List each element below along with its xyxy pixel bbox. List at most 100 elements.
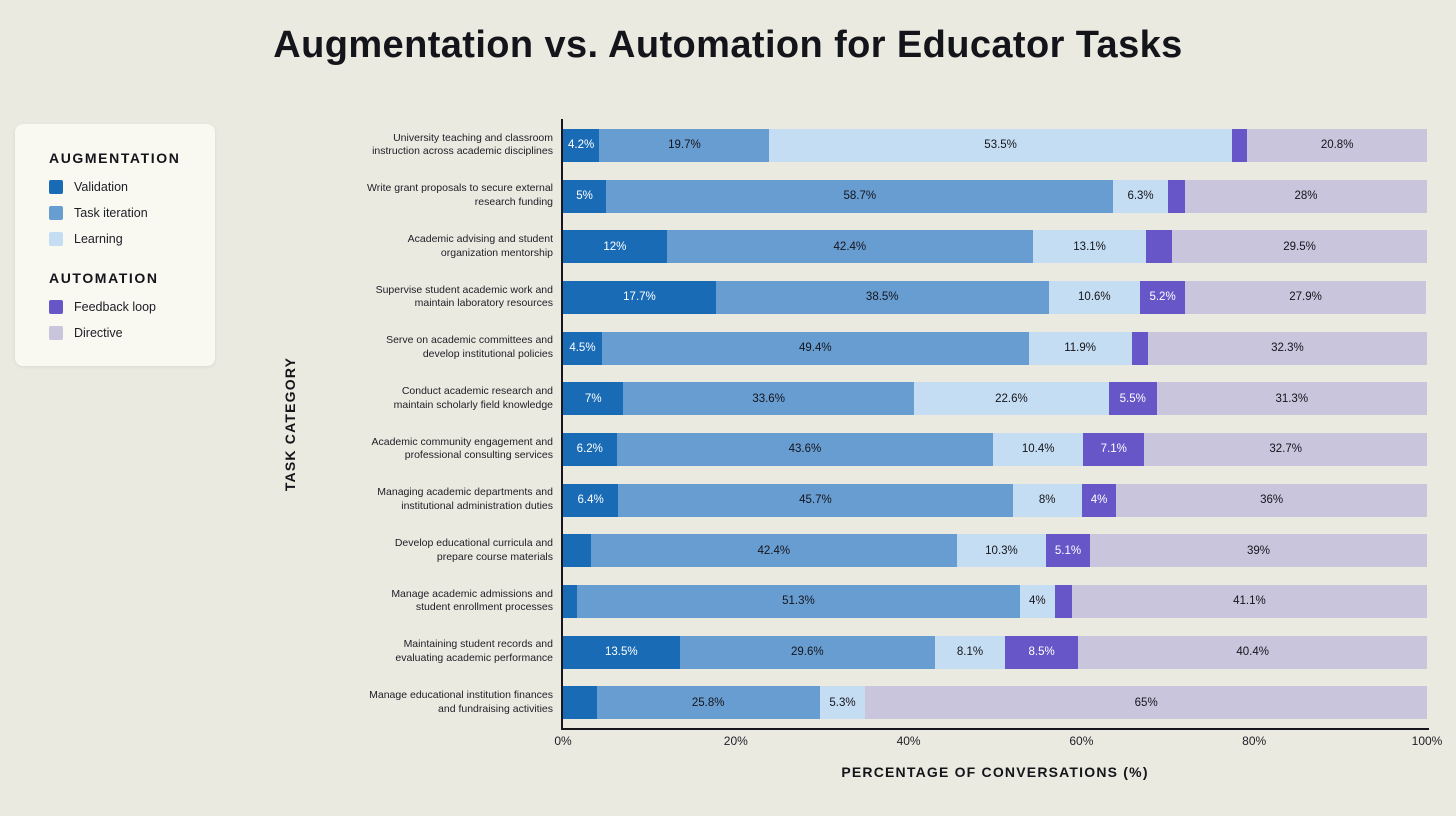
bar-segment-task-iteration: 29.6% [679, 635, 936, 669]
legend-item-feedback-loop: Feedback loop [49, 300, 201, 314]
legend-group-title-automation: AUTOMATION [49, 270, 159, 286]
bar-segment-task-iteration: 38.5% [715, 280, 1049, 314]
bar-segment-feedback-loop: 5.2% [1140, 280, 1186, 314]
bar-segment-directive: 36% [1116, 483, 1427, 517]
bar-segment-feedback-loop: 5.5% [1109, 382, 1157, 416]
bar-segment-learning: 6.3% [1113, 179, 1168, 213]
bar-segment-task-iteration: 49.4% [601, 331, 1029, 365]
category-label: Write grant proposals to secure external… [367, 182, 553, 208]
legend-swatch-directive [49, 326, 63, 340]
bar-segment-feedback-loop [1054, 584, 1072, 618]
category-label: University teaching and classroom instru… [372, 131, 553, 158]
bar-segment-directive: 40.4% [1078, 635, 1428, 669]
chart-row: Develop educational curricula and prepar… [363, 525, 1427, 576]
legend-group-automation: AUTOMATION Feedback loop Directive [49, 270, 201, 340]
stacked-bar: 25.8% 5.3% 65% [563, 686, 1427, 720]
stacked-bar: 4.2% 19.7% 53.5% 20.8% [563, 128, 1427, 162]
bar-segment-feedback-loop: 4% [1081, 483, 1117, 517]
bar-segment-task-iteration: 43.6% [616, 432, 994, 466]
x-tick-label: 40% [896, 734, 921, 748]
bar-segment-learning: 13.1% [1033, 230, 1147, 264]
stacked-bar: 5% 58.7% 6.3% 28% [563, 179, 1427, 213]
legend-group-augmentation: AUGMENTATION Validation Task iteration L… [49, 150, 201, 246]
bar-segment-directive: 28% [1185, 179, 1427, 213]
bar-segment-feedback-loop: 5.1% [1045, 534, 1091, 568]
stacked-bar: 4.5% 49.4% 11.9% 32.3% [563, 331, 1427, 365]
chart-row: Maintaining student records and evaluati… [363, 627, 1428, 678]
category-label: Academic community engagement and profes… [371, 435, 553, 462]
x-axis-line [561, 728, 1429, 730]
bar-segment-task-iteration: 42.4% [590, 534, 957, 568]
legend-swatch-validation [49, 180, 63, 194]
bar-rows: University teaching and classroom instru… [363, 120, 1428, 728]
stacked-bar: 13.5% 29.6% 8.1% 8.5% 40.4% [563, 635, 1428, 669]
legend-panel: AUGMENTATION Validation Task iteration L… [15, 124, 215, 366]
category-label: Maintaining student records and evaluati… [395, 638, 553, 665]
bar-segment-feedback-loop: 8.5% [1004, 635, 1079, 669]
bar-segment-feedback-loop: 7.1% [1083, 432, 1145, 466]
bar-segment-directive: 27.9% [1185, 280, 1427, 314]
bar-segment-validation [563, 686, 597, 720]
legend-label-validation: Validation [74, 180, 128, 194]
chart-row: Write grant proposals to secure external… [363, 171, 1427, 222]
bar-segment-learning: 10.6% [1048, 280, 1141, 314]
bar-segment-task-iteration: 25.8% [596, 686, 820, 720]
legend-label-task-iteration: Task iteration [74, 206, 148, 220]
bar-segment-directive: 32.7% [1144, 432, 1427, 466]
category-label: Manage academic admissions and student e… [391, 587, 553, 614]
x-tick-label: 20% [723, 734, 748, 748]
stacked-bar: 6.2% 43.6% 10.4% 7.1% 32.7% [563, 432, 1427, 466]
bar-segment-task-iteration: 58.7% [606, 179, 1114, 213]
category-label: Develop educational curricula and prepar… [394, 537, 553, 563]
bar-segment-directive: 20.8% [1247, 128, 1427, 162]
chart-row: Manage academic admissions and student e… [363, 576, 1427, 627]
bar-segment-directive: 32.3% [1147, 331, 1427, 365]
bar-segment-task-iteration: 19.7% [599, 128, 770, 162]
legend-group-title-augmentation: AUGMENTATION [49, 150, 181, 166]
legend-label-learning: Learning [74, 232, 123, 246]
y-axis-line [561, 119, 563, 730]
bar-segment-learning: 8% [1012, 483, 1082, 517]
bar-segment-validation [563, 584, 577, 618]
bar-segment-learning: 5.3% [819, 686, 866, 720]
bar-segment-learning: 10.4% [993, 432, 1084, 466]
chart-row: Manage educational institution finances … [363, 677, 1427, 728]
bar-segment-directive: 29.5% [1172, 230, 1427, 264]
legend-label-feedback-loop: Feedback loop [74, 300, 157, 314]
bar-segment-validation: 4.2% [563, 128, 600, 162]
bar-segment-validation: 4.5% [563, 331, 602, 365]
category-label: Serve on academic committees and develop… [386, 334, 553, 361]
bar-segment-validation: 7% [563, 382, 624, 416]
legend-swatch-task-iteration [49, 206, 63, 220]
chart-row: Serve on academic committees and develop… [363, 323, 1427, 374]
legend-item-task-iteration: Task iteration [49, 206, 201, 220]
y-axis-title: TASK CATEGORY [255, 120, 325, 728]
x-tick-label: 0% [554, 734, 572, 748]
stacked-bar: 51.3% 4% 41.1% [563, 584, 1427, 618]
chart-row: University teaching and classroom instru… [363, 120, 1427, 171]
bar-segment-task-iteration: 33.6% [623, 382, 914, 416]
legend-item-learning: Learning [49, 232, 201, 246]
bar-segment-validation: 6.2% [563, 432, 617, 466]
legend-swatch-feedback-loop [49, 300, 63, 314]
stacked-bar: 6.4% 45.7% 8% 4% 36% [563, 483, 1427, 517]
category-label: Supervise student academic work and main… [375, 283, 553, 310]
bar-segment-feedback-loop [1231, 128, 1248, 162]
bar-segment-directive: 41.1% [1071, 584, 1427, 618]
bar-segment-task-iteration: 45.7% [618, 483, 1013, 517]
x-tick-label: 100% [1411, 734, 1443, 748]
legend-label-directive: Directive [74, 326, 123, 340]
legend-item-validation: Validation [49, 180, 201, 194]
bar-segment-task-iteration: 51.3% [576, 584, 1021, 618]
stacked-bar: 42.4% 10.3% 5.1% 39% [563, 534, 1427, 568]
x-tick-label: 60% [1069, 734, 1094, 748]
category-label: Conduct academic research and maintain s… [393, 385, 553, 411]
bar-segment-validation [563, 534, 591, 568]
bar-segment-directive: 31.3% [1156, 382, 1427, 416]
legend-item-directive: Directive [49, 326, 201, 340]
bar-segment-validation: 17.7% [563, 280, 716, 314]
bar-segment-learning: 11.9% [1028, 331, 1132, 365]
stacked-bar: 7% 33.6% 22.6% 5.5% 31.3% [563, 382, 1427, 416]
stacked-bar: 17.7% 38.5% 10.6% 5.2% 27.9% [563, 280, 1427, 314]
